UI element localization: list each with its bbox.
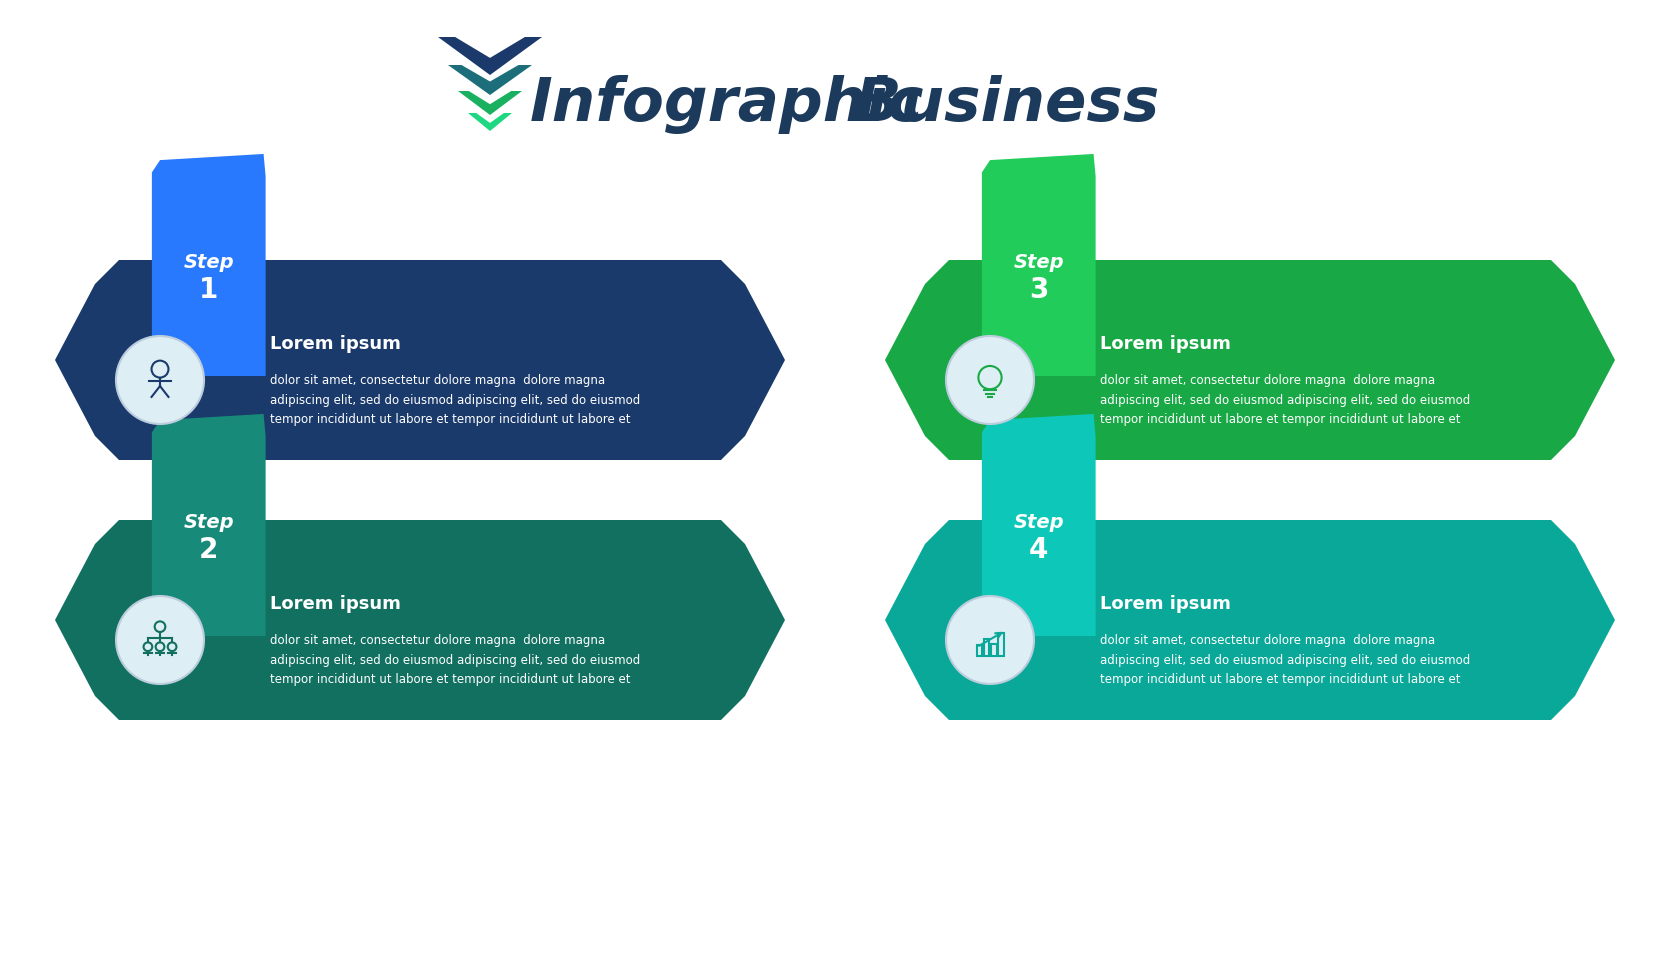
Bar [998, 633, 1003, 656]
Polygon shape [469, 113, 512, 131]
Circle shape [946, 336, 1033, 424]
Bar [991, 644, 996, 656]
Text: 3: 3 [1030, 276, 1048, 304]
Text: Lorem ipsum: Lorem ipsum [1100, 335, 1231, 353]
Polygon shape [438, 37, 543, 75]
Polygon shape [981, 414, 1095, 636]
Text: dolor sit amet, consectetur dolore magna  dolore magna
adipiscing elit, sed do e: dolor sit amet, consectetur dolore magna… [270, 374, 640, 426]
Text: Step: Step [183, 513, 234, 531]
Polygon shape [55, 260, 785, 460]
Text: Step: Step [1013, 513, 1063, 531]
Text: 4: 4 [1030, 536, 1048, 564]
Circle shape [946, 596, 1033, 684]
Polygon shape [885, 260, 1614, 460]
Circle shape [116, 596, 203, 684]
Text: 2: 2 [198, 536, 218, 564]
Text: Lorem ipsum: Lorem ipsum [270, 335, 402, 353]
Text: dolor sit amet, consectetur dolore magna  dolore magna
adipiscing elit, sed do e: dolor sit amet, consectetur dolore magna… [1100, 634, 1470, 686]
Text: dolor sit amet, consectetur dolore magna  dolore magna
adipiscing elit, sed do e: dolor sit amet, consectetur dolore magna… [270, 634, 640, 686]
Text: 1: 1 [200, 276, 218, 304]
Text: Step: Step [1013, 253, 1063, 271]
Bar [976, 645, 983, 656]
Circle shape [116, 336, 203, 424]
Polygon shape [459, 91, 522, 115]
Polygon shape [55, 520, 785, 720]
Polygon shape [885, 520, 1614, 720]
Polygon shape [981, 154, 1095, 376]
Bar [984, 639, 990, 656]
Text: Step: Step [183, 253, 234, 271]
Text: Business: Business [855, 75, 1161, 134]
Polygon shape [449, 65, 533, 95]
Polygon shape [151, 154, 265, 376]
Polygon shape [151, 414, 265, 636]
Text: Infographic: Infographic [529, 75, 924, 134]
Text: dolor sit amet, consectetur dolore magna  dolore magna
adipiscing elit, sed do e: dolor sit amet, consectetur dolore magna… [1100, 374, 1470, 426]
Text: Lorem ipsum: Lorem ipsum [1100, 595, 1231, 613]
Text: Lorem ipsum: Lorem ipsum [270, 595, 402, 613]
